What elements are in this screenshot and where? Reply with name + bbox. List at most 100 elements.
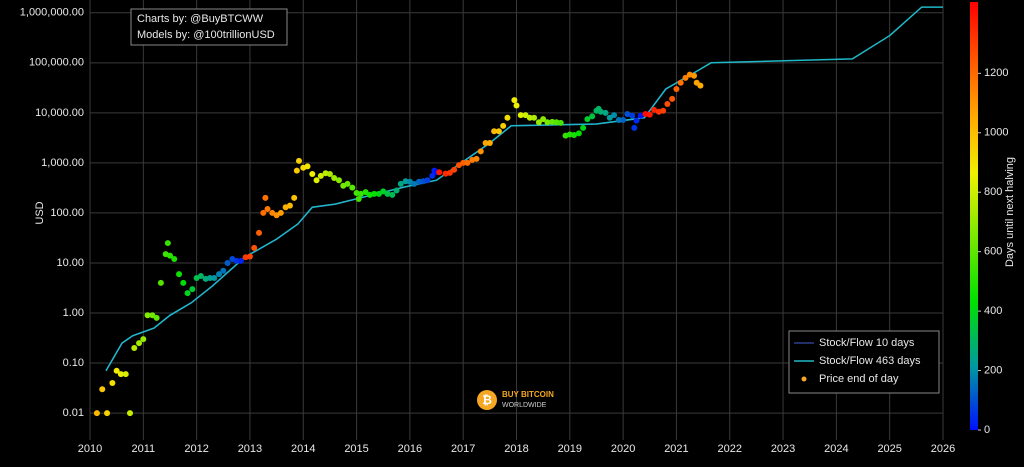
price-point (206, 275, 213, 282)
price-point (180, 279, 187, 286)
price-point (291, 194, 298, 201)
legend-marker (801, 376, 807, 382)
x-tick-label: 2023 (771, 443, 795, 455)
price-point (251, 244, 258, 251)
y-tick-label: 10,000.00 (35, 107, 84, 119)
x-tick-label: 2025 (877, 443, 901, 455)
price-point (104, 410, 111, 417)
price-point (157, 279, 164, 286)
price-point (197, 272, 204, 279)
price-point (216, 271, 223, 278)
price-point (673, 85, 680, 92)
price-point (384, 190, 391, 197)
price-point (93, 410, 100, 417)
price-point (651, 106, 658, 113)
x-tick-label: 2017 (451, 443, 475, 455)
price-point (233, 257, 240, 264)
price-point (371, 190, 378, 197)
y-tick-label: 0.10 (63, 357, 84, 369)
price-point (389, 191, 396, 198)
price-point (224, 259, 231, 266)
price-point (549, 118, 556, 125)
price-point (557, 119, 564, 126)
price-point (589, 113, 596, 120)
colorbar (970, 2, 978, 430)
annotation: Charts by: @BuyBTCWW (137, 13, 264, 25)
price-point (286, 202, 293, 209)
price-point (597, 108, 604, 115)
price-point (122, 371, 129, 378)
legend: Stock/Flow 10 days Stock/Flow 463 days Pri… (788, 330, 940, 394)
price-point (451, 166, 458, 173)
price-point (460, 159, 467, 166)
price-point (184, 290, 191, 297)
price-point (326, 170, 333, 177)
x-tick-label: 2021 (664, 443, 688, 455)
price-point (646, 111, 653, 118)
y-tick-label: 100,000.00 (29, 57, 84, 69)
colorbar-tick-label: 1000 (984, 127, 1008, 139)
x-tick-label: 2014 (291, 443, 315, 455)
price-point (504, 114, 511, 121)
price-point (166, 252, 173, 259)
price-point (131, 344, 138, 351)
price-point (691, 72, 698, 79)
y-tick-label: 1.00 (63, 307, 84, 319)
price-point (615, 116, 622, 123)
price-point (584, 116, 591, 123)
x-tick-label: 2015 (344, 443, 368, 455)
logo-text: WORLDWIDE (502, 402, 547, 409)
price-point (171, 256, 178, 263)
legend-label: Price end of day (819, 373, 899, 385)
points (93, 71, 704, 417)
price-point (304, 163, 311, 170)
price-point (633, 117, 640, 124)
x-tick-label: 2020 (611, 443, 635, 455)
price-point (631, 124, 638, 131)
logo-text: BUY BITCOIN (502, 390, 554, 399)
price-point (664, 101, 671, 108)
price-point (362, 189, 369, 196)
price-point (140, 336, 147, 343)
price-point (637, 112, 644, 119)
price-point (109, 379, 116, 386)
x-tick-label: 2013 (238, 443, 262, 455)
x-tick-label: 2022 (718, 443, 742, 455)
price-point (446, 169, 453, 176)
price-point (176, 271, 183, 278)
x-tick-label: 2024 (824, 443, 848, 455)
colorbar-tick-label: 600 (984, 246, 1002, 258)
price-point (264, 205, 271, 212)
price-point (511, 97, 518, 104)
price-point (660, 107, 667, 114)
price-point (486, 139, 493, 146)
price-point (517, 112, 524, 119)
x-tick-label: 2012 (184, 443, 208, 455)
price-point (349, 184, 356, 191)
colorbar-ticks: 0 200 400 600 800 1000 1200 (978, 67, 1008, 436)
x-tick-label: 2011 (131, 443, 155, 455)
colorbar-title: Days until next halving (1004, 157, 1016, 267)
price-point (99, 386, 106, 393)
price-point (669, 95, 676, 102)
x-tick-label: 2018 (504, 443, 528, 455)
price-point (535, 119, 542, 126)
price-point (126, 410, 133, 417)
price-point (429, 172, 436, 179)
price-point (144, 312, 151, 319)
price-point (335, 177, 342, 184)
y-tick-label: 10.00 (56, 257, 84, 269)
y-tick-label: 1,000,000.00 (20, 7, 84, 19)
colorbar-tick-label: 0 (984, 424, 990, 436)
price-point (262, 194, 269, 201)
colorbar-tick-label: 400 (984, 305, 1002, 317)
price-point (260, 209, 267, 216)
x-tick-label: 2016 (398, 443, 422, 455)
price-point (500, 122, 507, 129)
price-point (317, 172, 324, 179)
price-point (357, 190, 364, 197)
y-tick-label: 0.01 (63, 407, 84, 419)
price-point (602, 109, 609, 116)
